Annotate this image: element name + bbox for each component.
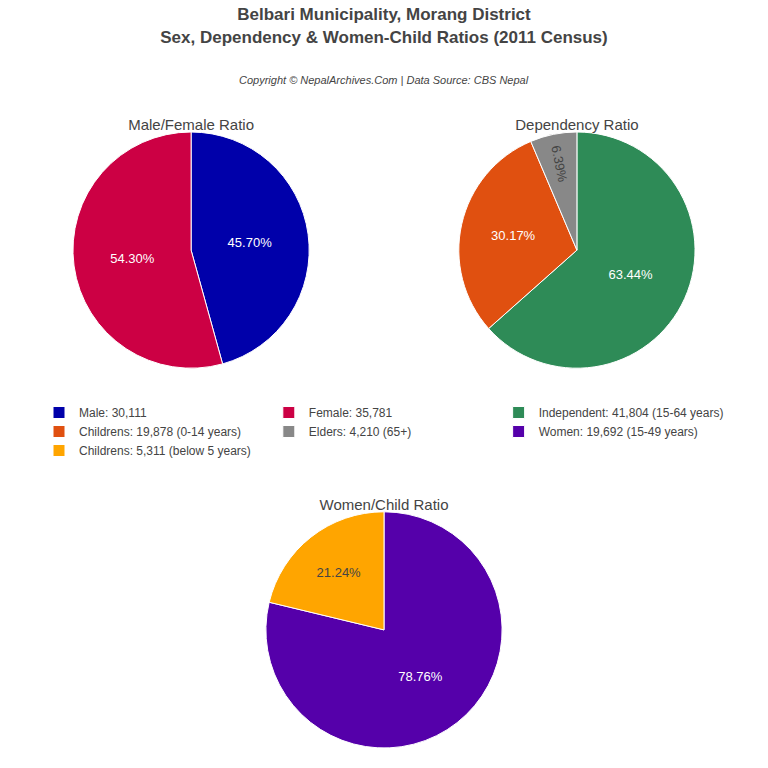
svg-text:Dependency Ratio: Dependency Ratio — [515, 116, 638, 133]
svg-text:6.39%: 6.39% — [548, 144, 570, 184]
svg-text:Female: 35,781: Female: 35,781 — [309, 406, 393, 420]
svg-text:Childrens: 5,311 (below 5 year: Childrens: 5,311 (below 5 years) — [79, 444, 251, 458]
svg-text:Elders: 4,210 (65+): Elders: 4,210 (65+) — [309, 425, 411, 439]
svg-text:63.44%: 63.44% — [609, 267, 654, 282]
svg-text:Male: 30,111: Male: 30,111 — [79, 406, 147, 420]
svg-text:Independent: 41,804 (15-64 yea: Independent: 41,804 (15-64 years) — [539, 406, 724, 420]
svg-text:21.24%: 21.24% — [317, 565, 362, 580]
svg-text:78.76%: 78.76% — [398, 669, 443, 684]
svg-text:Women/Child Ratio: Women/Child Ratio — [320, 496, 449, 513]
svg-text:Belbari Municipality, Morang D: Belbari Municipality, Morang DistrictSex… — [160, 5, 607, 46]
svg-text:30.17%: 30.17% — [491, 228, 536, 243]
svg-text:Male/Female Ratio: Male/Female Ratio — [128, 116, 254, 133]
svg-text:Women: 19,692 (15-49 years): Women: 19,692 (15-49 years) — [539, 425, 698, 439]
svg-text:45.70%: 45.70% — [228, 235, 273, 250]
svg-text:Childrens: 19,878 (0-14 years): Childrens: 19,878 (0-14 years) — [79, 425, 241, 439]
svg-text:Copyright © NepalArchives.Com: Copyright © NepalArchives.Com | Data Sou… — [239, 74, 529, 86]
svg-text:54.30%: 54.30% — [110, 251, 155, 266]
